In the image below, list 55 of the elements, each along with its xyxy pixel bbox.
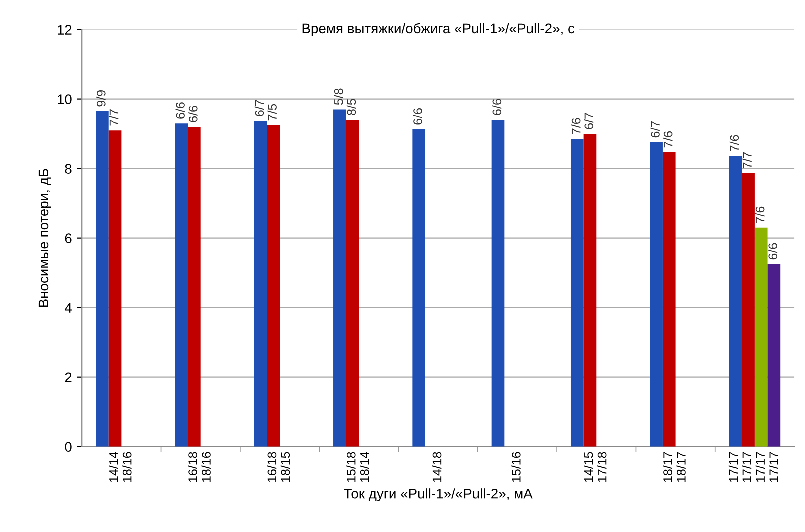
annotation: 8/5 <box>346 99 356 116</box>
x-tick-label: 16/18 18/16 <box>188 452 211 482</box>
bar <box>175 124 188 447</box>
bar <box>768 264 781 447</box>
x-tick-label: 14/15 17/18 <box>584 452 607 482</box>
y-tick-label: 2 <box>65 372 72 382</box>
x-tick-label: 17/17 17/17 17/17 17/17 <box>728 452 779 482</box>
annotation: 6/6 <box>492 99 502 116</box>
annotation: 6/6 <box>188 106 198 122</box>
annotation: 7/6 <box>756 206 765 224</box>
annotation: 7/7 <box>742 152 752 169</box>
bar <box>662 152 676 447</box>
bar <box>346 120 360 447</box>
bar <box>188 127 201 447</box>
bar <box>584 134 597 447</box>
bar <box>412 130 426 447</box>
chart-title: Время вытяжки/обжига «Pull-1»/«Pull-2», с <box>302 23 575 36</box>
bar <box>742 173 755 447</box>
annotation: 6/6 <box>413 108 422 125</box>
x-tick-label: 15/16 <box>512 452 521 482</box>
annotation: 6/7 <box>254 100 264 116</box>
x-tick-label: 14/18 <box>432 452 442 482</box>
y-tick-label: 4 <box>64 303 72 313</box>
annotation: 7/5 <box>268 104 277 121</box>
annotation: 7/6 <box>664 131 673 148</box>
y-tick-label: 8 <box>65 164 72 174</box>
y-axis-title: Вносимые потери, дБ <box>38 169 52 308</box>
annotation: 7/6 <box>572 118 581 134</box>
y-tick-label: 10 <box>58 94 72 104</box>
annotation: 6/6 <box>768 243 778 260</box>
annotation: 6/7 <box>584 113 594 130</box>
y-tick-label: 0 <box>65 442 72 452</box>
annotation: 6/6 <box>176 102 185 119</box>
annotation: 9/9 <box>96 90 106 107</box>
bar <box>570 139 584 447</box>
bar <box>492 120 505 447</box>
bar <box>108 130 122 447</box>
x-tick-label: 16/18 18/15 <box>267 452 290 482</box>
x-tick-label: 15/18 18/14 <box>346 452 370 482</box>
bar <box>650 142 663 447</box>
x-axis-title: Ток дуги «Pull-1»/«Pull-2», мА <box>344 488 533 502</box>
annotation: 6/7 <box>650 121 660 138</box>
bar <box>96 111 109 447</box>
annotation: 5/8 <box>334 88 344 106</box>
y-tick-label: 12 <box>58 25 72 35</box>
x-tick-label: 14/14 18/16 <box>109 452 132 482</box>
bar <box>334 110 346 447</box>
bar <box>267 125 280 447</box>
bar <box>254 121 268 447</box>
bar <box>729 156 742 447</box>
y-tick-label: 6 <box>65 234 72 244</box>
annotation: 7/7 <box>109 110 119 126</box>
bar <box>754 228 768 447</box>
x-tick-label: 18/17 18/17 <box>663 452 686 482</box>
annotation: 7/6 <box>730 135 740 152</box>
